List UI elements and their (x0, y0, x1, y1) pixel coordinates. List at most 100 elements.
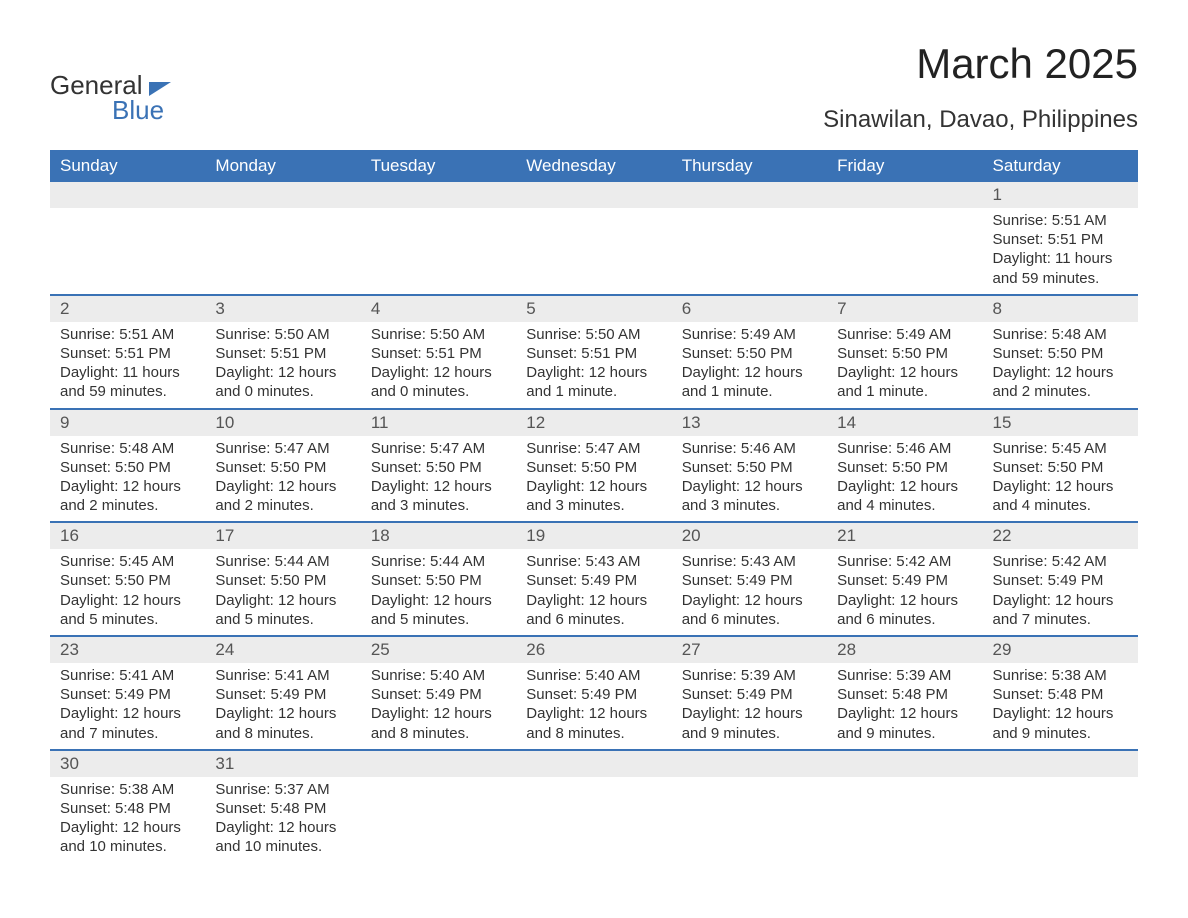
day-line-d1: Daylight: 12 hours (60, 704, 195, 723)
day-number: 3 (205, 296, 360, 322)
calendar-day-cell: 29Sunrise: 5:38 AMSunset: 5:48 PMDayligh… (983, 636, 1138, 750)
day-line-d2: and 3 minutes. (371, 496, 506, 515)
day-line-d1: Daylight: 12 hours (526, 477, 661, 496)
calendar-day-cell: 31Sunrise: 5:37 AMSunset: 5:48 PMDayligh… (205, 750, 360, 863)
day-line-d2: and 10 minutes. (60, 837, 195, 856)
day-line-sr: Sunrise: 5:39 AM (682, 666, 817, 685)
day-number: 31 (205, 751, 360, 777)
day-line-d2: and 0 minutes. (215, 382, 350, 401)
day-line-d1: Daylight: 12 hours (837, 704, 972, 723)
day-number: 1 (983, 182, 1138, 208)
calendar-day-cell: 9Sunrise: 5:48 AMSunset: 5:50 PMDaylight… (50, 409, 205, 523)
calendar-day-cell: 26Sunrise: 5:40 AMSunset: 5:49 PMDayligh… (516, 636, 671, 750)
logo: General Blue (50, 70, 171, 126)
day-line-sr: Sunrise: 5:44 AM (371, 552, 506, 571)
day-line-d2: and 7 minutes. (60, 724, 195, 743)
day-line-d1: Daylight: 12 hours (526, 363, 661, 382)
day-number: 13 (672, 410, 827, 436)
calendar-week-row: 23Sunrise: 5:41 AMSunset: 5:49 PMDayligh… (50, 636, 1138, 750)
empty-day-body (205, 208, 360, 286)
calendar-day-cell: 10Sunrise: 5:47 AMSunset: 5:50 PMDayligh… (205, 409, 360, 523)
calendar-day-cell (205, 182, 360, 295)
day-number: 27 (672, 637, 827, 663)
day-details: Sunrise: 5:44 AMSunset: 5:50 PMDaylight:… (361, 549, 516, 635)
day-line-d2: and 9 minutes. (993, 724, 1128, 743)
calendar-header-cell: Tuesday (361, 150, 516, 182)
day-line-ss: Sunset: 5:50 PM (682, 458, 817, 477)
title-block: March 2025 Sinawilan, Davao, Philippines (823, 40, 1138, 140)
calendar-day-cell (827, 750, 982, 863)
empty-day-stripe (827, 751, 982, 777)
day-details: Sunrise: 5:45 AMSunset: 5:50 PMDaylight:… (50, 549, 205, 635)
day-line-ss: Sunset: 5:49 PM (837, 571, 972, 590)
calendar-day-cell: 28Sunrise: 5:39 AMSunset: 5:48 PMDayligh… (827, 636, 982, 750)
day-line-ss: Sunset: 5:50 PM (215, 571, 350, 590)
day-line-d2: and 8 minutes. (215, 724, 350, 743)
day-line-d1: Daylight: 12 hours (526, 591, 661, 610)
day-line-d1: Daylight: 11 hours (60, 363, 195, 382)
day-line-sr: Sunrise: 5:49 AM (837, 325, 972, 344)
day-details: Sunrise: 5:48 AMSunset: 5:50 PMDaylight:… (983, 322, 1138, 408)
day-line-d1: Daylight: 12 hours (215, 591, 350, 610)
day-line-ss: Sunset: 5:50 PM (993, 344, 1128, 363)
logo-flag-icon (149, 82, 171, 96)
calendar-day-cell: 16Sunrise: 5:45 AMSunset: 5:50 PMDayligh… (50, 522, 205, 636)
calendar-day-cell: 6Sunrise: 5:49 AMSunset: 5:50 PMDaylight… (672, 295, 827, 409)
day-number: 9 (50, 410, 205, 436)
day-line-d1: Daylight: 12 hours (682, 704, 817, 723)
day-line-sr: Sunrise: 5:45 AM (60, 552, 195, 571)
calendar-day-cell: 5Sunrise: 5:50 AMSunset: 5:51 PMDaylight… (516, 295, 671, 409)
empty-day-stripe (672, 751, 827, 777)
day-number: 4 (361, 296, 516, 322)
day-number: 10 (205, 410, 360, 436)
calendar-header-cell: Thursday (672, 150, 827, 182)
day-line-ss: Sunset: 5:48 PM (60, 799, 195, 818)
day-line-d1: Daylight: 12 hours (60, 591, 195, 610)
day-line-d2: and 5 minutes. (215, 610, 350, 629)
day-details: Sunrise: 5:46 AMSunset: 5:50 PMDaylight:… (672, 436, 827, 522)
day-details: Sunrise: 5:38 AMSunset: 5:48 PMDaylight:… (983, 663, 1138, 749)
day-line-ss: Sunset: 5:50 PM (371, 458, 506, 477)
calendar-day-cell (361, 182, 516, 295)
calendar-day-cell (361, 750, 516, 863)
day-line-d1: Daylight: 12 hours (993, 591, 1128, 610)
day-details: Sunrise: 5:48 AMSunset: 5:50 PMDaylight:… (50, 436, 205, 522)
day-line-d1: Daylight: 12 hours (837, 477, 972, 496)
day-line-sr: Sunrise: 5:44 AM (215, 552, 350, 571)
day-line-sr: Sunrise: 5:39 AM (837, 666, 972, 685)
day-line-d1: Daylight: 12 hours (993, 363, 1128, 382)
day-line-sr: Sunrise: 5:38 AM (60, 780, 195, 799)
page-title: March 2025 (823, 40, 1138, 88)
location-subtitle: Sinawilan, Davao, Philippines (823, 106, 1138, 134)
day-line-sr: Sunrise: 5:37 AM (215, 780, 350, 799)
day-line-sr: Sunrise: 5:48 AM (993, 325, 1128, 344)
empty-day-body (827, 777, 982, 855)
day-number: 30 (50, 751, 205, 777)
empty-day-body (361, 208, 516, 286)
day-line-d1: Daylight: 12 hours (993, 477, 1128, 496)
day-details: Sunrise: 5:41 AMSunset: 5:49 PMDaylight:… (205, 663, 360, 749)
day-details: Sunrise: 5:39 AMSunset: 5:48 PMDaylight:… (827, 663, 982, 749)
day-number: 18 (361, 523, 516, 549)
day-line-sr: Sunrise: 5:38 AM (993, 666, 1128, 685)
day-number: 15 (983, 410, 1138, 436)
day-line-sr: Sunrise: 5:47 AM (526, 439, 661, 458)
day-details: Sunrise: 5:46 AMSunset: 5:50 PMDaylight:… (827, 436, 982, 522)
calendar-day-cell: 4Sunrise: 5:50 AMSunset: 5:51 PMDaylight… (361, 295, 516, 409)
day-line-d2: and 3 minutes. (526, 496, 661, 515)
day-number: 7 (827, 296, 982, 322)
day-line-sr: Sunrise: 5:42 AM (837, 552, 972, 571)
empty-day-body (672, 208, 827, 286)
day-line-d1: Daylight: 12 hours (215, 704, 350, 723)
day-line-sr: Sunrise: 5:51 AM (60, 325, 195, 344)
empty-day-body (516, 208, 671, 286)
day-line-sr: Sunrise: 5:50 AM (526, 325, 661, 344)
day-line-d2: and 4 minutes. (993, 496, 1128, 515)
day-line-ss: Sunset: 5:49 PM (993, 571, 1128, 590)
empty-day-stripe (50, 182, 205, 208)
day-line-d1: Daylight: 12 hours (371, 477, 506, 496)
day-line-d2: and 1 minute. (526, 382, 661, 401)
calendar-day-cell (516, 750, 671, 863)
day-number: 2 (50, 296, 205, 322)
day-line-ss: Sunset: 5:51 PM (215, 344, 350, 363)
